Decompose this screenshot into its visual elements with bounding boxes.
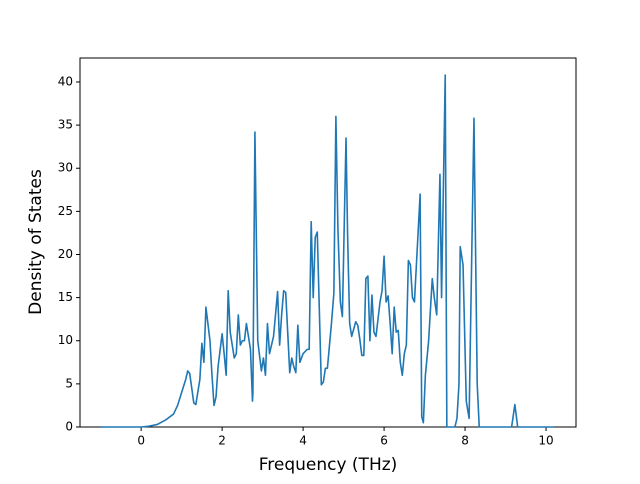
x-tick-label: 4 (299, 434, 307, 448)
line-series (100, 74, 555, 428)
x-tick-label: 8 (461, 434, 469, 448)
y-tick-label: 5 (65, 376, 73, 390)
y-axis-label: Density of States (26, 169, 46, 315)
x-tick-label: 10 (538, 434, 553, 448)
x-tick-label: 2 (218, 434, 226, 448)
y-tick-label: 30 (58, 161, 73, 175)
y-tick-label: 25 (58, 204, 73, 218)
axes-frame (79, 57, 577, 428)
y-tick-label: 20 (58, 247, 73, 261)
y-tick-label: 15 (58, 290, 73, 304)
x-tick-label: 6 (380, 434, 388, 448)
y-tick-label: 35 (58, 118, 73, 132)
x-axis-label: Frequency (THz) (259, 455, 398, 475)
y-tick-label: 10 (58, 333, 73, 347)
y-tick-label: 40 (58, 74, 73, 88)
x-tick-label: 0 (137, 434, 145, 448)
y-tick-label: 0 (65, 420, 73, 434)
